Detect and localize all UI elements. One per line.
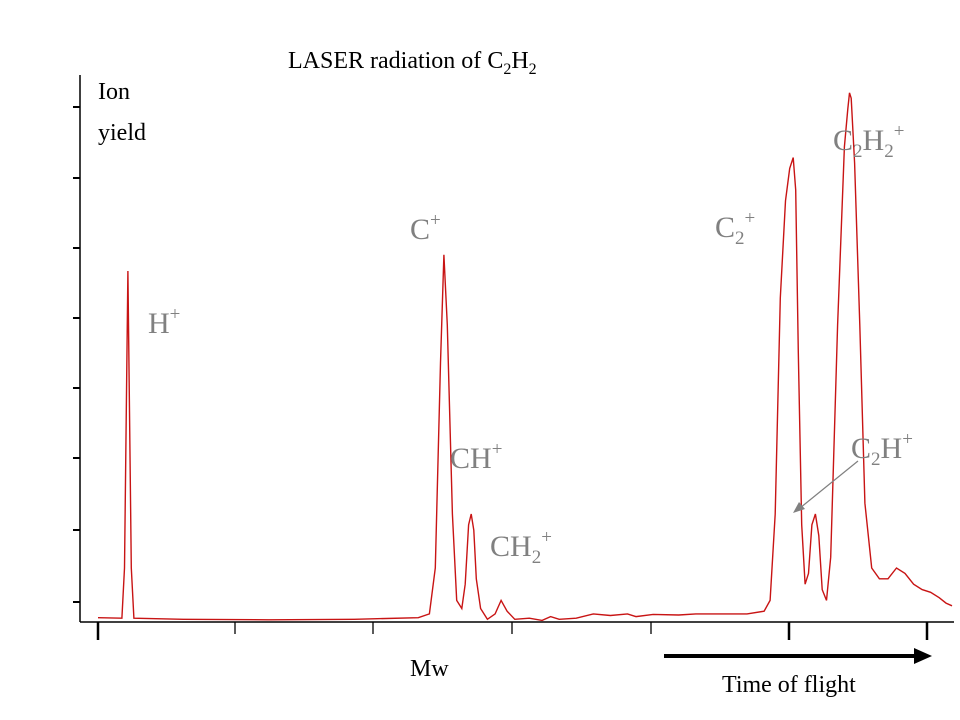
- time-of-flight-label: Time of flight: [722, 672, 856, 698]
- y-axis-label: Ion yield: [98, 79, 146, 146]
- peak-label-c2h2plus: C2H2+: [833, 121, 904, 162]
- peak-labels: H+ C+ CH+ CH2+ C2+ C2H+ C2H2+: [148, 121, 913, 568]
- peak-label-ch2plus: CH2+: [490, 527, 552, 568]
- peak-label-c2hplus: C2H+: [851, 429, 913, 470]
- chart-title: LASER radiation of C2H2: [288, 48, 537, 78]
- peak-label-hplus: H+: [148, 304, 180, 340]
- ion-yield-trace: [97, 92, 953, 622]
- axes: [73, 75, 954, 640]
- x-axis-label: Mw: [410, 656, 449, 682]
- c2h-pointer-head: [793, 502, 805, 513]
- c2h-pointer-line: [799, 460, 859, 509]
- arrow-head: [914, 648, 932, 664]
- peak-label-chplus: CH+: [450, 439, 502, 475]
- peak-label-cplus: C+: [410, 210, 441, 246]
- peak-label-c2plus: C2+: [715, 208, 755, 249]
